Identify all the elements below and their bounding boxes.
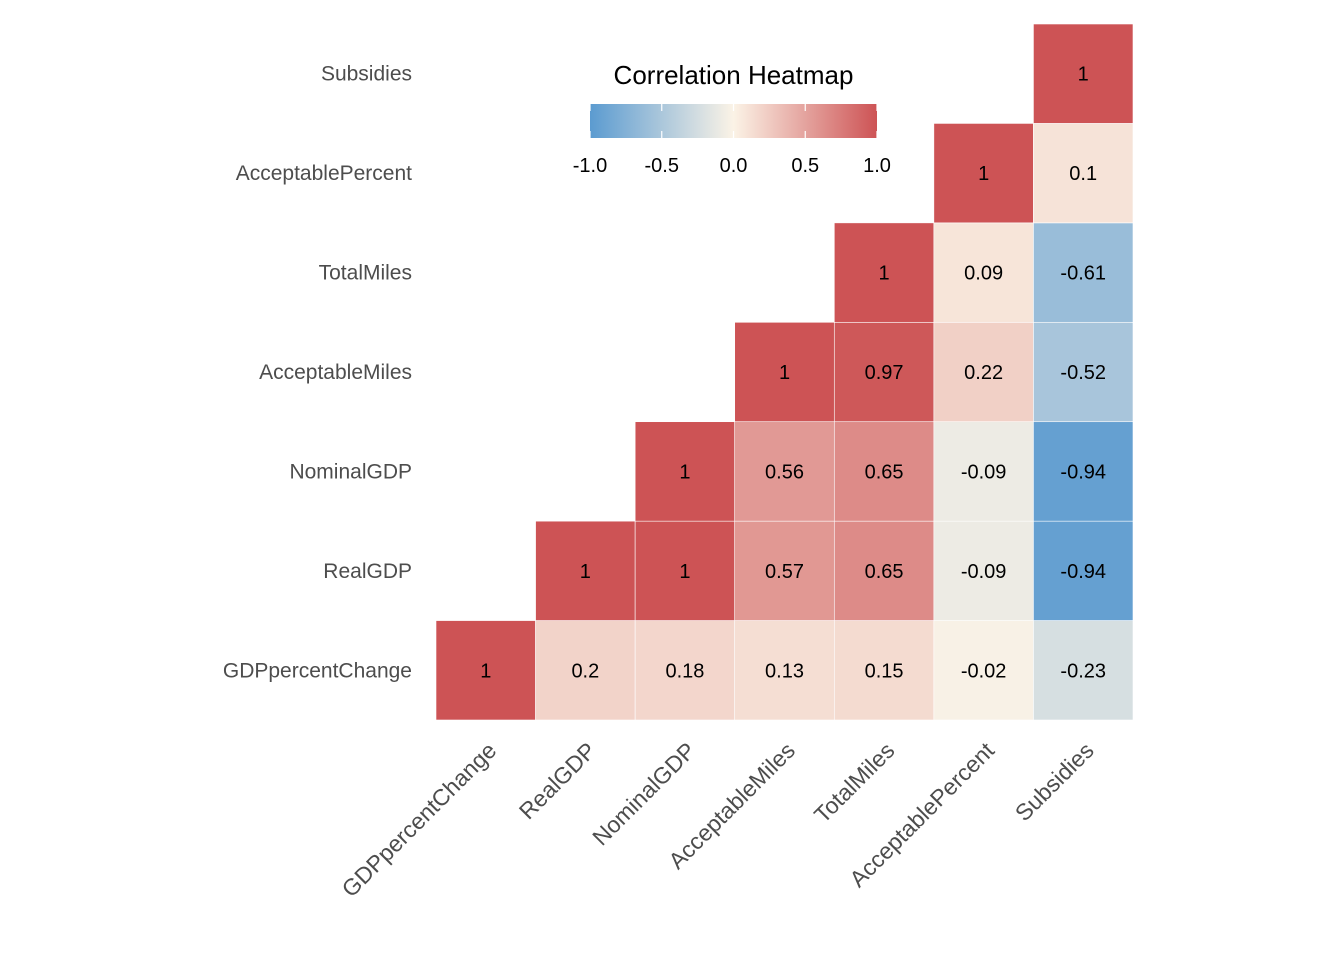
heatmap-cell-AcceptablePercent-AcceptableMiles	[933, 321, 1034, 423]
cell-value-label: 1	[580, 561, 591, 583]
heatmap-cell-AcceptablePercent-RealGDP	[933, 520, 1034, 621]
cell-value-label: 0.65	[865, 561, 904, 583]
cell-value-label: 0.65	[865, 461, 904, 483]
cell-value-label: -0.94	[1060, 561, 1106, 583]
heatmap-cell-Subsidies-GDPpercentChange	[1033, 620, 1134, 721]
y-tick-label-TotalMiles: TotalMiles	[319, 262, 412, 285]
cell-value-label: 1	[679, 561, 690, 583]
cell-value-label: 0.97	[865, 362, 904, 384]
y-tick-label-RealGDP: RealGDP	[323, 560, 412, 583]
cell-value-label: 1	[679, 461, 690, 483]
heatmap-cell-AcceptableMiles-RealGDP	[734, 520, 835, 621]
legend-title: Correlation Heatmap	[614, 60, 854, 90]
cell-value-label: 0.22	[964, 362, 1003, 384]
x-axis-tick-labels: GDPpercentChange RealGDPNominalGDPAccepta…	[336, 737, 1098, 902]
heatmap-cell-RealGDP-RealGDP	[535, 520, 636, 621]
cell-value-label: -0.61	[1060, 263, 1106, 285]
heatmap-cell-RealGDP-GDPpercentChange	[535, 620, 636, 721]
legend-tick-label: -1.0	[573, 155, 607, 177]
heatmap-cell-TotalMiles-NominalGDP	[833, 421, 935, 522]
cell-value-label: 0.1	[1069, 163, 1097, 185]
x-tick-label-RealGDP: RealGDP	[514, 737, 601, 824]
cell-value-label: -0.09	[961, 461, 1007, 483]
x-tick-label-TotalMiles: TotalMiles	[809, 737, 900, 828]
heatmap-cell-TotalMiles-AcceptableMiles	[833, 321, 935, 423]
heatmap-cell-labels: 1 0.2 0.18 0.13 0.15 -0.02 -0.23 1 1 0.57 0.65 -0.0…	[480, 64, 1106, 683]
heatmap-cell-AcceptableMiles-NominalGDP	[734, 421, 835, 522]
color-legend: Correlation Heatmap -1.0 -0.5 0.0 0.5 1.0	[573, 60, 891, 177]
cell-value-label: 0.18	[665, 660, 704, 682]
heatmap-cell-Subsidies-TotalMiles	[1033, 222, 1134, 323]
y-tick-label-Subsidies: Subsidies	[321, 63, 412, 86]
cell-value-label: 1	[480, 660, 491, 682]
cell-value-label: -0.09	[961, 561, 1007, 583]
heatmap-cell-TotalMiles-TotalMiles	[833, 222, 935, 323]
heatmap-cell-NominalGDP-RealGDP	[634, 520, 736, 621]
cell-value-label: 1	[779, 362, 790, 384]
cell-value-label: -0.23	[1060, 660, 1106, 682]
x-tick-label-GDPpercentChange: GDPpercentChange	[336, 737, 501, 902]
cell-value-label: 1	[879, 263, 890, 285]
y-tick-label-AcceptablePercent: AcceptablePercent	[236, 162, 412, 185]
legend-ticks: -1.0 -0.5 0.0 0.5 1.0	[573, 104, 891, 177]
heatmap-cell-Subsidies-RealGDP	[1033, 520, 1134, 621]
x-tick-label-NominalGDP: NominalGDP	[587, 737, 700, 850]
cell-value-label: 0.2	[571, 660, 599, 682]
y-tick-label-GDPpercentChange: GDPpercentChange	[223, 659, 412, 682]
legend-tick-label: 0.0	[720, 155, 748, 177]
heatmap-cell-NominalGDP-NominalGDP	[634, 421, 736, 522]
heatmap-cell-AcceptableMiles-GDPpercentChange	[734, 620, 835, 721]
cell-value-label: 0.15	[865, 660, 904, 682]
cell-value-label: 0.13	[765, 660, 804, 682]
heatmap-cell-AcceptablePercent-NominalGDP	[933, 421, 1034, 522]
heatmap-cell-Subsidies-NominalGDP	[1033, 421, 1134, 522]
legend-tick-label: -0.5	[645, 155, 679, 177]
cell-value-label: -0.94	[1060, 461, 1106, 483]
heatmap-cell-AcceptablePercent-GDPpercentChange	[933, 620, 1034, 721]
heatmap-cell-AcceptablePercent-AcceptablePercent	[933, 123, 1034, 224]
heatmap-cell-Subsidies-Subsidies	[1033, 23, 1134, 124]
heatmap-cell-GDPpercentChange-GDPpercentChange	[435, 620, 536, 721]
cell-value-label: -0.02	[961, 660, 1007, 682]
cell-value-label: 0.57	[765, 561, 804, 583]
cell-value-label: 0.09	[964, 263, 1003, 285]
heatmap-cells	[435, 23, 1134, 721]
y-tick-label-NominalGDP: NominalGDP	[289, 460, 412, 483]
y-tick-label-AcceptableMiles: AcceptableMiles	[259, 361, 412, 384]
cell-value-label: 1	[1078, 64, 1089, 86]
heatmap-cell-TotalMiles-GDPpercentChange	[833, 620, 935, 721]
cell-value-label: 1	[978, 163, 989, 185]
cell-value-label: 0.56	[765, 461, 804, 483]
heatmap-cell-AcceptableMiles-AcceptableMiles	[734, 321, 835, 423]
legend-tick-label: 1.0	[863, 155, 891, 177]
legend-tick-label: 0.5	[791, 155, 819, 177]
y-axis-tick-labels: GDPpercentChange RealGDP NominalGDP Accepta…	[223, 63, 412, 683]
x-tick-label-Subsidies: Subsidies	[1010, 737, 1099, 826]
heatmap-cell-Subsidies-AcceptablePercent	[1033, 123, 1134, 224]
cell-value-label: -0.52	[1060, 362, 1106, 384]
